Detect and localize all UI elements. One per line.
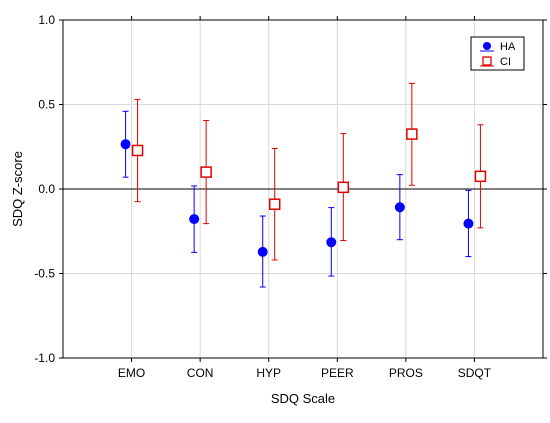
y-axis-label: SDQ Z-score [10, 151, 25, 227]
data-point [337, 181, 350, 194]
y-tick-label: 0.5 [38, 98, 55, 112]
y-tick-label: 0.0 [38, 182, 55, 196]
axes: 1.0 0.5 0.0 -0.5 -1.0 EMO CON HYP PEER PROS SDQT [34, 13, 547, 380]
y-tick-label: 1.0 [38, 13, 55, 27]
legend-label: CI [500, 56, 511, 68]
data-point [189, 214, 200, 225]
x-axis-label: SDQ Scale [271, 391, 335, 406]
series-ha [120, 110, 474, 288]
legend-label: HA [500, 41, 516, 53]
data-point [463, 218, 474, 229]
data-point [474, 170, 487, 183]
y-tick-label: -1.0 [34, 351, 55, 365]
data-point [326, 237, 337, 248]
data-point [406, 128, 418, 140]
data-point [394, 202, 405, 213]
x-tick-label: PEER [321, 366, 354, 380]
x-tick-label: EMO [118, 366, 145, 380]
data-point [131, 144, 144, 157]
data-point [200, 166, 212, 178]
data-point [257, 246, 268, 257]
legend-box [470, 36, 525, 71]
legend-symbol [483, 42, 491, 50]
x-tick-label: PROS [389, 366, 423, 380]
x-tick-label: CON [187, 366, 214, 380]
series-ci [131, 82, 487, 261]
data-point [120, 139, 131, 150]
y-tick-label: -0.5 [34, 267, 55, 281]
legend-symbol [482, 56, 492, 66]
x-tick-label: HYP [256, 366, 281, 380]
x-tick-label: SDQT [458, 366, 492, 380]
series-layer [120, 82, 487, 288]
legend: HA CI [470, 36, 525, 71]
data-point [268, 198, 281, 210]
